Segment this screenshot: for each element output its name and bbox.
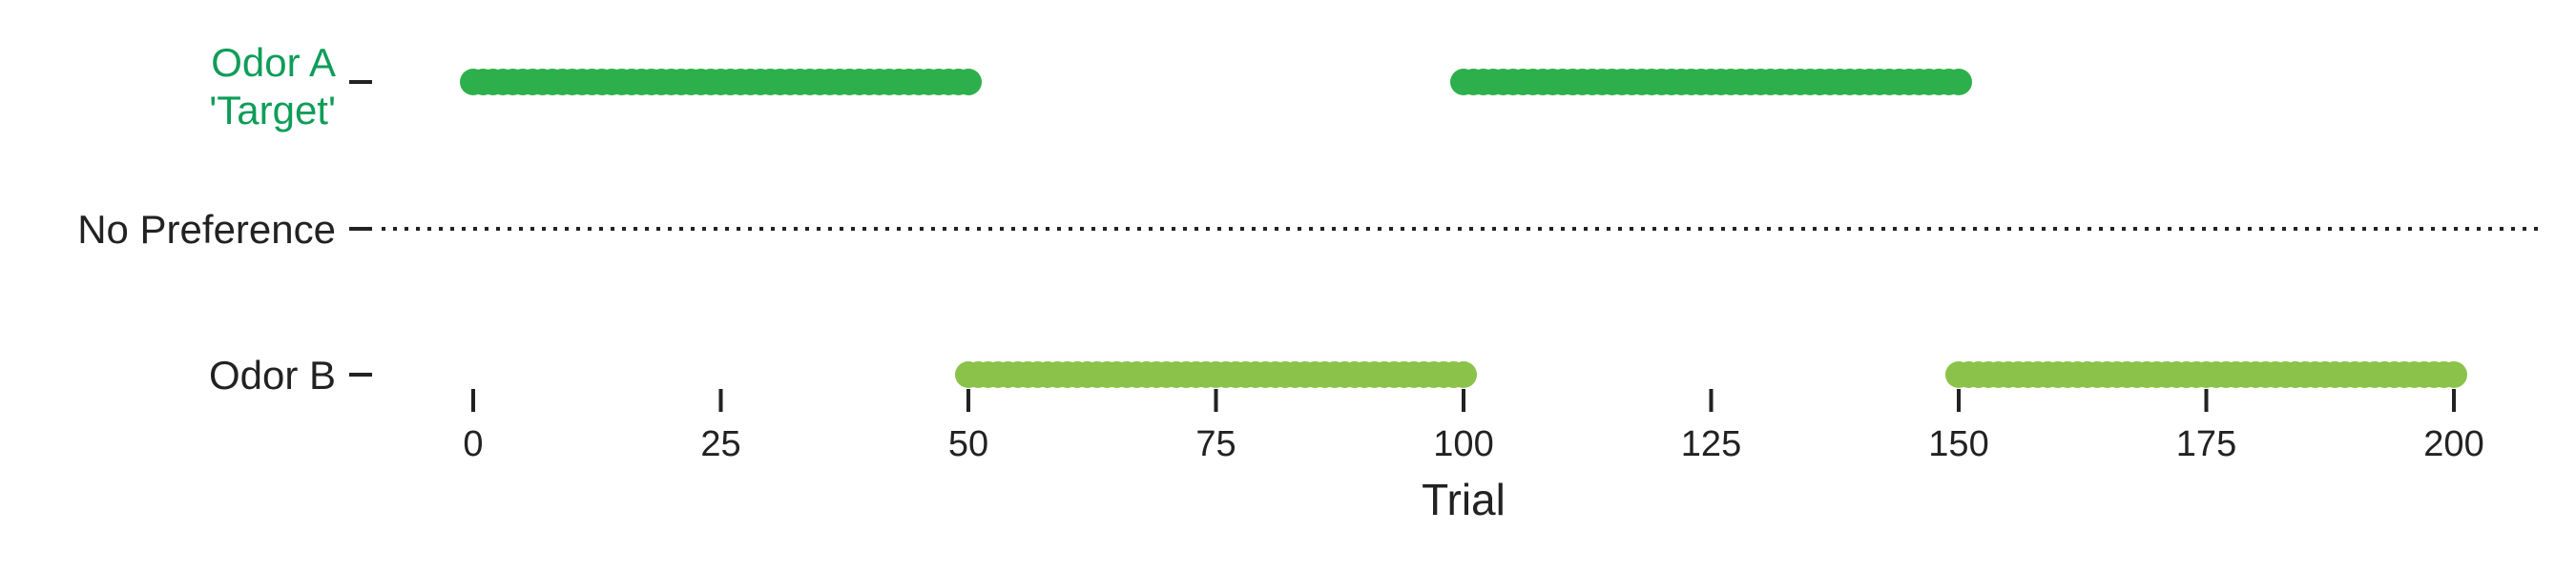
point-odor_b-trial-100 [1450,361,1477,388]
x-tick-label-25: 25 [700,424,740,464]
y-label-odor_a-line1: Odor A [211,40,336,85]
y-label-odor_a-line2: 'Target' [209,88,336,133]
point-odor_a-trial-150 [1945,69,1972,95]
x-tick-label-175: 175 [2176,424,2236,464]
x-tick-label-150: 150 [1928,424,1988,464]
y-label-odor_b: Odor B [209,353,336,398]
x-tick-label-75: 75 [1195,424,1236,464]
y-label-no_pref: No Preference [77,207,336,252]
point-odor_a-trial-50 [955,69,982,95]
x-tick-label-100: 100 [1433,424,1493,464]
x-tick-label-125: 125 [1681,424,1741,464]
x-axis-title: Trial [1422,475,1506,524]
y-axis-labels: Odor A'Target' No Preference Odor B [77,40,336,398]
x-axis: 0 25 50 75 100 125 150 175 200 [463,389,2484,464]
x-tick-label-200: 200 [2423,424,2483,464]
point-odor_b-trial-200 [2441,361,2467,388]
x-tick-label-0: 0 [463,424,483,464]
y-axis-ticks [349,80,372,377]
trial-points [460,69,2467,388]
x-tick-label-50: 50 [948,424,988,464]
